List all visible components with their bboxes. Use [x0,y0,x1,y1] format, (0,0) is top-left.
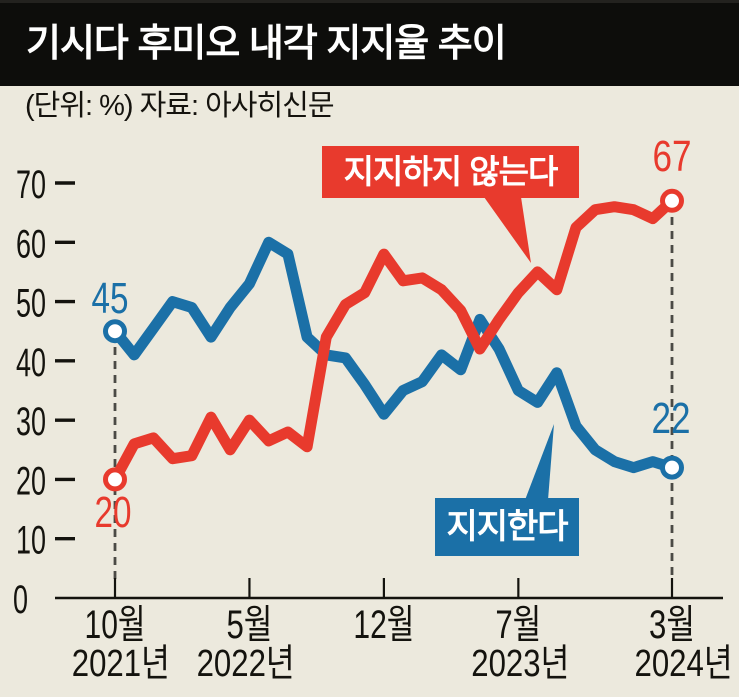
markers-group [103,188,684,492]
y-tick-label-40: 40 [16,341,46,385]
series-line-1 [109,195,678,485]
x-month-label-12월: 12월 [353,603,414,647]
label-start-disapprove: 20 [95,488,132,537]
label-end-approve: 22 [652,394,691,443]
x-month-label-7월: 7월 [495,603,541,647]
subtitle-note: (단위: %) 자료: 아사히신문 [25,90,335,122]
y-axis-group: 0 10 20 30 40 50 60 70 [13,163,75,622]
x-month-label-3월: 3월 [649,603,695,647]
callout-approve: 지지한다 [435,498,579,556]
callout-disapprove: 지지하지 않는다 [322,146,579,198]
x-year-label-2022년: 2022년 [197,643,295,685]
marker-end-series1 [660,188,684,213]
page-title: 기시다 후미오 내각 지지율 추이 [26,23,507,65]
x-year-label-2021년: 2021년 [72,643,170,685]
approve-callout-tail [525,424,554,500]
x-year-labels: 2021년 2022년 2023년 2024년 [72,643,733,685]
callout-approve-label: 지지한다 [446,508,568,546]
x-ticks-group [113,578,674,597]
y-tick-label-70: 70 [16,163,46,207]
marker-start-series0 [103,319,127,344]
marker-start-series1 [103,467,127,492]
y-tick-label-10: 10 [16,519,46,563]
x-month-labels: 10월 5월 12월 7월 3월 [85,603,696,647]
series-lines [109,195,678,485]
marker-end-series0 [660,455,684,480]
x-month-label-5월: 5월 [226,603,272,647]
x-month-label-10월: 10월 [85,603,146,647]
title-bar: 기시다 후미오 내각 지지율 추이 [0,0,739,86]
y-tick-label-0: 0 [13,578,28,622]
series-line-0 [109,236,678,474]
callout-disapprove-label: 지지하지 않는다 [343,153,559,190]
y-tick-label-50: 50 [16,282,46,326]
y-tick-label-30: 30 [16,400,46,444]
x-year-label-2024년: 2024년 [635,643,733,685]
label-start-approve: 45 [92,274,129,323]
y-tick-label-60: 60 [16,222,46,266]
disapprove-callout-tail [484,197,531,263]
x-year-label-2023년: 2023년 [471,643,569,685]
y-tick-label-20: 20 [16,459,46,503]
label-end-disapprove: 67 [653,132,692,181]
